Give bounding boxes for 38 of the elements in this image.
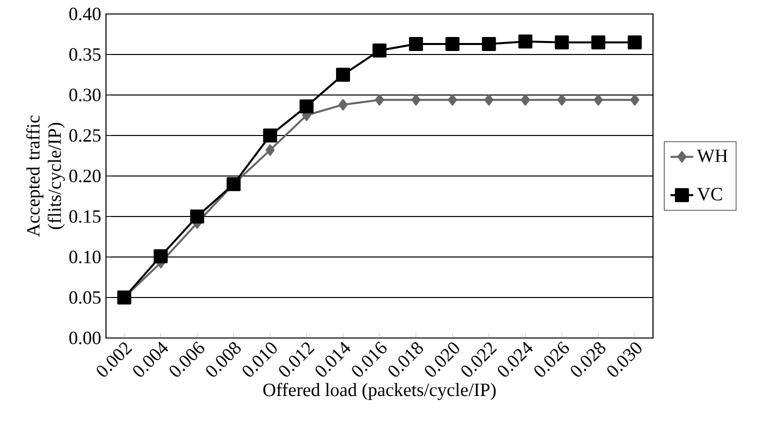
- y-tick-label: 0.10: [69, 250, 101, 264]
- point: [554, 35, 569, 50]
- point: [375, 94, 384, 106]
- point: [266, 144, 275, 156]
- point: [411, 94, 420, 106]
- point: [628, 35, 642, 50]
- point: [338, 99, 348, 110]
- point: [190, 210, 204, 224]
- point: [445, 36, 460, 51]
- point: [226, 177, 241, 192]
- point: [630, 94, 640, 106]
- y-tick-label: 0.30: [69, 88, 101, 102]
- legend-label: WH: [697, 150, 728, 162]
- point: [336, 68, 350, 82]
- x-axis-title: Offered load (packets/cycle/IP): [263, 382, 496, 400]
- point: [484, 94, 494, 106]
- point: [448, 94, 457, 106]
- point: [591, 35, 606, 50]
- point: [520, 94, 530, 106]
- point: [518, 34, 532, 49]
- point: [482, 36, 496, 51]
- point: [557, 94, 566, 106]
- legend-label: VC: [697, 188, 722, 201]
- point: [263, 128, 278, 142]
- point: [117, 290, 132, 304]
- y-tick-label: 0.35: [69, 48, 101, 61]
- y-tick-label: 0.25: [69, 129, 101, 142]
- y-tick-label: 0.40: [69, 8, 101, 20]
- point: [594, 94, 603, 106]
- point: [154, 249, 168, 264]
- y-axis-title: Accepted traffic (flits/cycle/IP): [26, 116, 65, 237]
- y-tick-label: 0.00: [69, 332, 101, 344]
- y-tick-label: 0.15: [69, 210, 101, 223]
- point: [408, 36, 423, 51]
- point: [372, 43, 387, 58]
- y-tick-label: 0.20: [69, 170, 101, 182]
- y-tick-label: 0.05: [69, 291, 101, 304]
- point: [300, 99, 314, 114]
